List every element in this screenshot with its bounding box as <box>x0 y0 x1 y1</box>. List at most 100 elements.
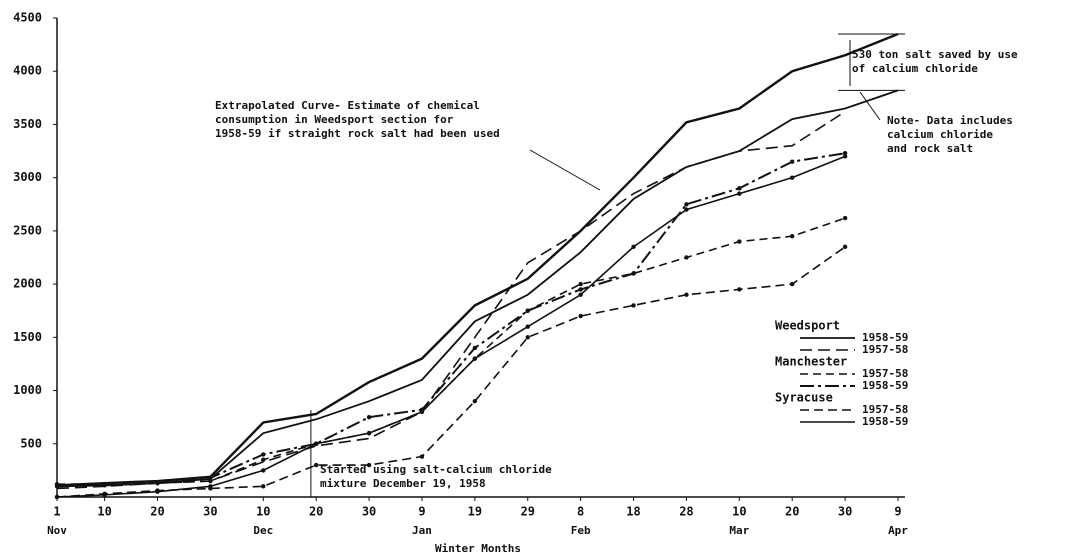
point-marker <box>790 281 795 287</box>
point-marker <box>737 287 742 292</box>
point-marker <box>54 494 60 500</box>
series-line <box>56 110 846 490</box>
point-marker <box>578 281 583 287</box>
month-label: Feb <box>571 524 591 537</box>
x-tick-label: 9 <box>418 505 425 519</box>
month-label: Jan <box>412 524 432 537</box>
legend-label: 1958-59 <box>862 415 908 428</box>
series-line <box>56 155 846 498</box>
x-tick-label: 10 <box>256 505 270 519</box>
legend-group: Manchester <box>775 355 847 369</box>
month-label: Apr <box>888 524 908 537</box>
annotation: Started using salt-calcium chloride <box>320 463 552 476</box>
y-tick-label: 1500 <box>13 330 42 344</box>
point-marker <box>472 345 478 351</box>
x-tick-label: 30 <box>838 505 852 519</box>
point-marker <box>684 207 689 212</box>
point-marker <box>261 468 266 473</box>
legend-label: 1957-58 <box>862 367 908 380</box>
point-marker <box>525 335 530 340</box>
x-tick-label: 20 <box>309 505 323 519</box>
x-tick-label: 30 <box>203 505 217 519</box>
point-marker <box>472 356 478 361</box>
point-marker <box>419 409 425 415</box>
point-marker <box>102 492 107 498</box>
point-marker <box>790 175 795 180</box>
series-line <box>56 152 846 488</box>
series-line <box>57 217 846 486</box>
point-marker <box>631 244 636 250</box>
y-tick-label: 4500 <box>13 11 42 25</box>
point-marker <box>684 202 689 207</box>
month-label: Nov <box>47 524 67 537</box>
annotation: Extrapolated Curve- Estimate of chemical <box>215 99 480 112</box>
point-marker <box>366 414 372 420</box>
series-line <box>56 246 846 498</box>
point-marker <box>737 191 742 196</box>
point-marker <box>578 292 583 297</box>
point-marker <box>102 483 107 488</box>
y-tick-label: 2500 <box>13 223 42 237</box>
month-label: Dec <box>253 524 273 537</box>
point-marker <box>54 484 60 489</box>
point-marker <box>208 475 213 481</box>
point-marker <box>631 303 636 308</box>
y-tick-label: 500 <box>20 436 42 450</box>
point-marker <box>631 271 636 276</box>
annotation: of calcium chloride <box>852 62 978 75</box>
legend-group: Syracuse <box>775 391 833 405</box>
x-tick-label: 1 <box>53 505 60 519</box>
point-marker <box>208 478 213 484</box>
point-marker <box>842 150 848 156</box>
x-tick-label: 30 <box>362 505 376 519</box>
point-marker <box>737 186 742 191</box>
point-marker <box>684 292 689 297</box>
legend-label: 1957-58 <box>862 343 908 356</box>
month-label: Mar <box>729 524 749 537</box>
annotation: consumption in Weedsport section for <box>215 113 454 126</box>
point-marker <box>366 462 372 468</box>
annotation: mixture December 19, 1958 <box>320 477 486 490</box>
point-marker <box>842 154 848 159</box>
x-tick-label: 20 <box>150 505 164 519</box>
point-marker <box>684 255 689 260</box>
legend-group: Weedsport <box>775 319 840 333</box>
x-tick-label: 19 <box>468 505 482 519</box>
point-marker <box>472 399 478 404</box>
y-tick-label: 4000 <box>13 64 42 78</box>
x-tick-label: 28 <box>679 505 693 519</box>
point-marker <box>737 239 742 244</box>
annotation-arrow <box>859 91 881 121</box>
series-line <box>56 89 899 488</box>
annotation: 1958-59 if straight rock salt had been u… <box>215 127 500 140</box>
point-marker <box>525 308 530 313</box>
y-tick-label: 2000 <box>13 277 42 291</box>
point-marker <box>208 484 213 489</box>
point-marker <box>419 454 425 459</box>
series-line <box>56 32 899 487</box>
annotation-arrow <box>529 149 601 191</box>
x-tick-label: 8 <box>577 505 584 519</box>
annotation: and rock salt <box>887 142 973 155</box>
y-tick-label: 3000 <box>13 170 42 184</box>
point-marker <box>842 215 848 221</box>
x-tick-label: 10 <box>732 505 746 519</box>
annotation: 530 ton salt saved by use <box>852 48 1018 61</box>
x-axis-label: Winter Months <box>435 542 521 555</box>
x-tick-label: 10 <box>97 505 111 519</box>
y-tick-label: 3500 <box>13 117 42 131</box>
point-marker <box>155 480 160 486</box>
point-marker <box>525 324 530 329</box>
point-marker <box>155 489 160 494</box>
point-marker <box>366 430 372 436</box>
legend-label: 1958-59 <box>862 331 908 344</box>
y-tick-label: 1000 <box>13 383 42 397</box>
point-marker <box>261 457 266 462</box>
x-tick-label: 9 <box>894 505 901 519</box>
point-marker <box>790 159 795 164</box>
x-tick-label: 29 <box>521 505 535 519</box>
point-marker <box>790 234 795 239</box>
annotation: calcium chloride <box>887 128 993 141</box>
x-tick-label: 20 <box>785 505 799 519</box>
